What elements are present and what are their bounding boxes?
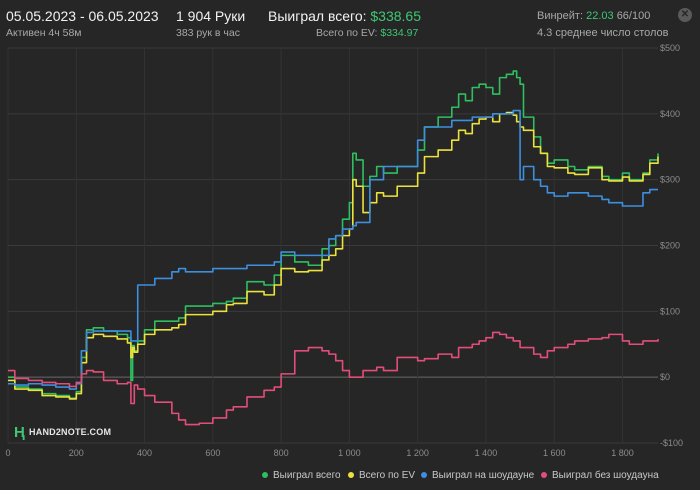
legend-dot-icon bbox=[541, 472, 547, 479]
legend-item[interactable]: Всего по EV bbox=[348, 470, 415, 481]
legend-dot-icon bbox=[348, 472, 354, 479]
winrate-label: Винрейт: bbox=[537, 10, 584, 22]
won-total: Выиграл всего: $338.65 bbox=[268, 8, 421, 24]
graph-chart: -$100 $0 $100 $200 $300 $400 $500 0 200 400 600 800… bbox=[5, 43, 683, 458]
x-tick-label: 1 200 bbox=[406, 448, 429, 458]
hands-count: 1 904 Руки bbox=[176, 8, 246, 24]
y-tick-label: -$100 bbox=[660, 438, 683, 448]
y-tick-label: $200 bbox=[660, 241, 680, 251]
ev-total-value: $334.97 bbox=[380, 27, 419, 39]
x-tick-label: 800 bbox=[274, 448, 289, 458]
y-tick-label: $100 bbox=[660, 306, 680, 316]
legend-item[interactable]: Выиграл всего bbox=[262, 470, 341, 481]
y-tick-label: $500 bbox=[660, 43, 680, 53]
hands-per-hour: 383 рук в час bbox=[176, 27, 240, 39]
y-tick-label: $0 bbox=[660, 372, 670, 382]
winrate-hands: 66/100 bbox=[616, 10, 651, 22]
legend-dot-icon bbox=[421, 472, 427, 479]
active-time: Активен 4ч 58м bbox=[6, 27, 82, 39]
x-tick-label: 200 bbox=[69, 448, 84, 458]
legend-label: Всего по EV bbox=[359, 470, 416, 481]
x-tick-label: 600 bbox=[205, 448, 220, 458]
x-tick-label: 0 bbox=[5, 448, 10, 458]
avg-tables: 4.3 среднее число столов bbox=[537, 27, 669, 39]
won-total-label: Выиграл всего: bbox=[268, 8, 367, 24]
watermark-text: HAND2NOTE.COM bbox=[29, 426, 112, 437]
hand2note-logo-icon: Ⱨ bbox=[14, 424, 26, 441]
x-tick-label: 400 bbox=[137, 448, 152, 458]
series-line-Всего по EV bbox=[8, 111, 659, 400]
ev-total-label: Всего по EV: bbox=[316, 27, 378, 39]
close-icon[interactable]: ✕ bbox=[678, 8, 692, 22]
x-tick-label: 1 400 bbox=[475, 448, 498, 458]
series-line-Выиграл на шоудауне bbox=[8, 109, 658, 390]
legend-label: Выиграл всего bbox=[273, 470, 341, 481]
legend-item[interactable]: Выиграл без шоудауна bbox=[541, 470, 659, 481]
legend-dot-icon bbox=[262, 472, 268, 479]
legend-label: Выиграл на шоудауне bbox=[432, 470, 535, 481]
winrate-value: 22.03 bbox=[586, 10, 614, 22]
legend-item[interactable]: Выиграл на шоудауне bbox=[421, 470, 534, 481]
won-total-value: $338.65 bbox=[370, 8, 421, 24]
series-line-Выиграл всего bbox=[8, 70, 659, 400]
date-range: 05.05.2023 - 06.05.2023 bbox=[6, 8, 159, 24]
series-line-Выиграл без шоудауна bbox=[8, 331, 659, 426]
stats-header: 05.05.2023 - 06.05.2023 Активен 4ч 58м 1… bbox=[0, 0, 700, 48]
ev-total: Всего по EV: $334.97 bbox=[316, 27, 418, 39]
y-tick-label: $400 bbox=[660, 109, 680, 119]
winrate: Винрейт: 22.03 66/100 bbox=[537, 10, 650, 22]
legend-label: Выиграл без шоудауна bbox=[552, 470, 659, 481]
y-tick-label: $300 bbox=[660, 175, 680, 185]
x-tick-label: 1 000 bbox=[338, 448, 361, 458]
x-tick-label: 1 600 bbox=[543, 448, 566, 458]
watermark: Ⱨ HAND2NOTE.COM bbox=[14, 424, 111, 441]
x-tick-label: 1 800 bbox=[611, 448, 634, 458]
chart-legend: Выиграл всего Всего по EV Выиграл на шоуда… bbox=[0, 470, 700, 486]
